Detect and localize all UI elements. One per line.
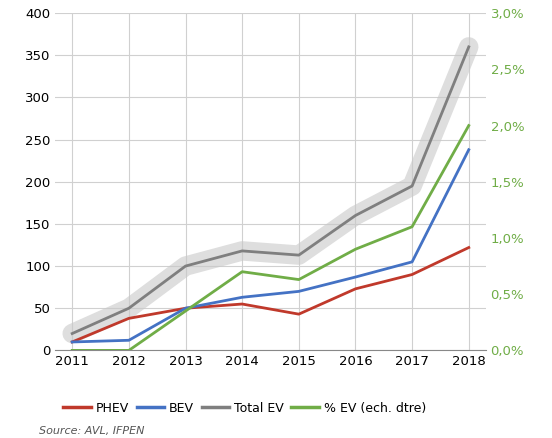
Legend: PHEV, BEV, Total EV, % EV (ech. dtre): PHEV, BEV, Total EV, % EV (ech. dtre): [59, 397, 431, 420]
Text: Source: AVL, IFPEN: Source: AVL, IFPEN: [39, 426, 144, 436]
